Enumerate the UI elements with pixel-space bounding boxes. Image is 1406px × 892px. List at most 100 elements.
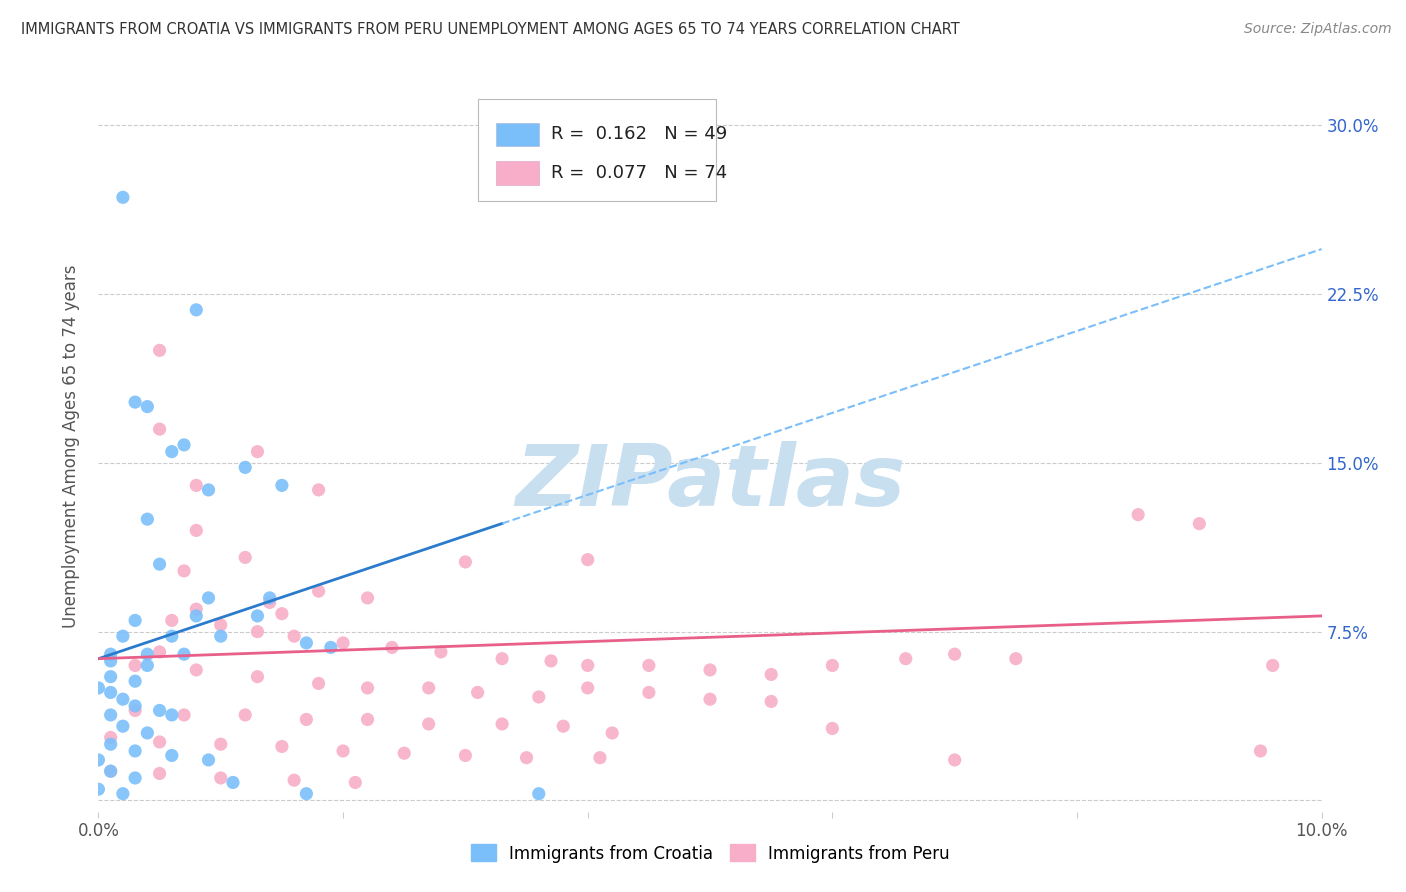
Point	[173, 564, 195, 578]
Point	[111, 692, 134, 706]
Text: IMMIGRANTS FROM CROATIA VS IMMIGRANTS FROM PERU UNEMPLOYMENT AMONG AGES 65 TO 74: IMMIGRANTS FROM CROATIA VS IMMIGRANTS FR…	[21, 22, 960, 37]
Point	[430, 645, 453, 659]
Point	[209, 771, 232, 785]
Point	[124, 658, 146, 673]
Y-axis label: Unemployment Among Ages 65 to 74 years: Unemployment Among Ages 65 to 74 years	[62, 264, 80, 628]
Point	[222, 775, 245, 789]
Point	[186, 602, 208, 616]
Point	[160, 444, 183, 458]
Point	[759, 667, 782, 681]
Point	[1188, 516, 1211, 531]
Point	[259, 595, 281, 609]
Point	[1249, 744, 1271, 758]
Point	[124, 698, 146, 713]
Point	[637, 658, 661, 673]
Point	[124, 771, 146, 785]
Point	[233, 460, 256, 475]
Point	[173, 438, 195, 452]
Point	[233, 708, 256, 723]
Point	[124, 395, 146, 409]
Point	[246, 670, 269, 684]
Point	[136, 400, 159, 414]
Point	[491, 717, 513, 731]
Point	[149, 735, 172, 749]
Point	[149, 703, 172, 717]
Point	[197, 483, 219, 497]
Point	[319, 640, 342, 655]
Point	[332, 636, 354, 650]
Point	[136, 647, 159, 661]
Point	[209, 737, 232, 751]
Point	[197, 753, 219, 767]
Point	[246, 624, 269, 639]
Point	[527, 690, 550, 704]
Point	[295, 713, 318, 727]
Point	[209, 629, 232, 643]
Point	[894, 651, 917, 665]
Point	[186, 478, 208, 492]
Point	[124, 703, 146, 717]
Point	[136, 658, 159, 673]
Point	[454, 555, 477, 569]
Point	[356, 681, 378, 695]
Point	[943, 647, 966, 661]
Point	[100, 647, 122, 661]
Point	[270, 739, 292, 754]
Point	[467, 685, 489, 699]
Point	[87, 681, 110, 695]
Legend: Immigrants from Croatia, Immigrants from Peru: Immigrants from Croatia, Immigrants from…	[464, 838, 956, 869]
Point	[160, 748, 183, 763]
Point	[295, 636, 318, 650]
Point	[699, 692, 721, 706]
Point	[246, 608, 269, 623]
Point	[308, 676, 330, 690]
Point	[149, 557, 172, 571]
Point	[209, 618, 232, 632]
Text: R =  0.077   N = 74: R = 0.077 N = 74	[551, 164, 727, 182]
Point	[576, 681, 599, 695]
Point	[418, 717, 440, 731]
Point	[160, 614, 183, 628]
Point	[100, 670, 122, 684]
Point	[600, 726, 623, 740]
Point	[1128, 508, 1150, 522]
Point	[418, 681, 440, 695]
Point	[392, 746, 416, 760]
Point	[553, 719, 575, 733]
Point	[100, 731, 122, 745]
Point	[87, 753, 110, 767]
Point	[87, 782, 110, 797]
Point	[491, 651, 513, 665]
Point	[516, 750, 538, 764]
Text: ZIPatlas: ZIPatlas	[515, 441, 905, 524]
Point	[100, 654, 122, 668]
Point	[173, 647, 195, 661]
Point	[576, 658, 599, 673]
Point	[270, 607, 292, 621]
Point	[540, 654, 562, 668]
Point	[576, 552, 599, 566]
Point	[344, 775, 367, 789]
Point	[821, 658, 844, 673]
Point	[186, 608, 208, 623]
Point	[454, 748, 477, 763]
Point	[381, 640, 404, 655]
Text: Source: ZipAtlas.com: Source: ZipAtlas.com	[1244, 22, 1392, 37]
Point	[332, 744, 354, 758]
Point	[111, 787, 134, 801]
Point	[149, 766, 172, 780]
Point	[160, 629, 183, 643]
Point	[246, 444, 269, 458]
Point	[136, 512, 159, 526]
Point	[124, 614, 146, 628]
Point	[527, 787, 550, 801]
Point	[186, 524, 208, 538]
Point	[308, 584, 330, 599]
Point	[270, 478, 292, 492]
Point	[160, 708, 183, 723]
Point	[111, 629, 134, 643]
Point	[186, 663, 208, 677]
Point	[699, 663, 721, 677]
Point	[1004, 651, 1026, 665]
Point	[943, 753, 966, 767]
